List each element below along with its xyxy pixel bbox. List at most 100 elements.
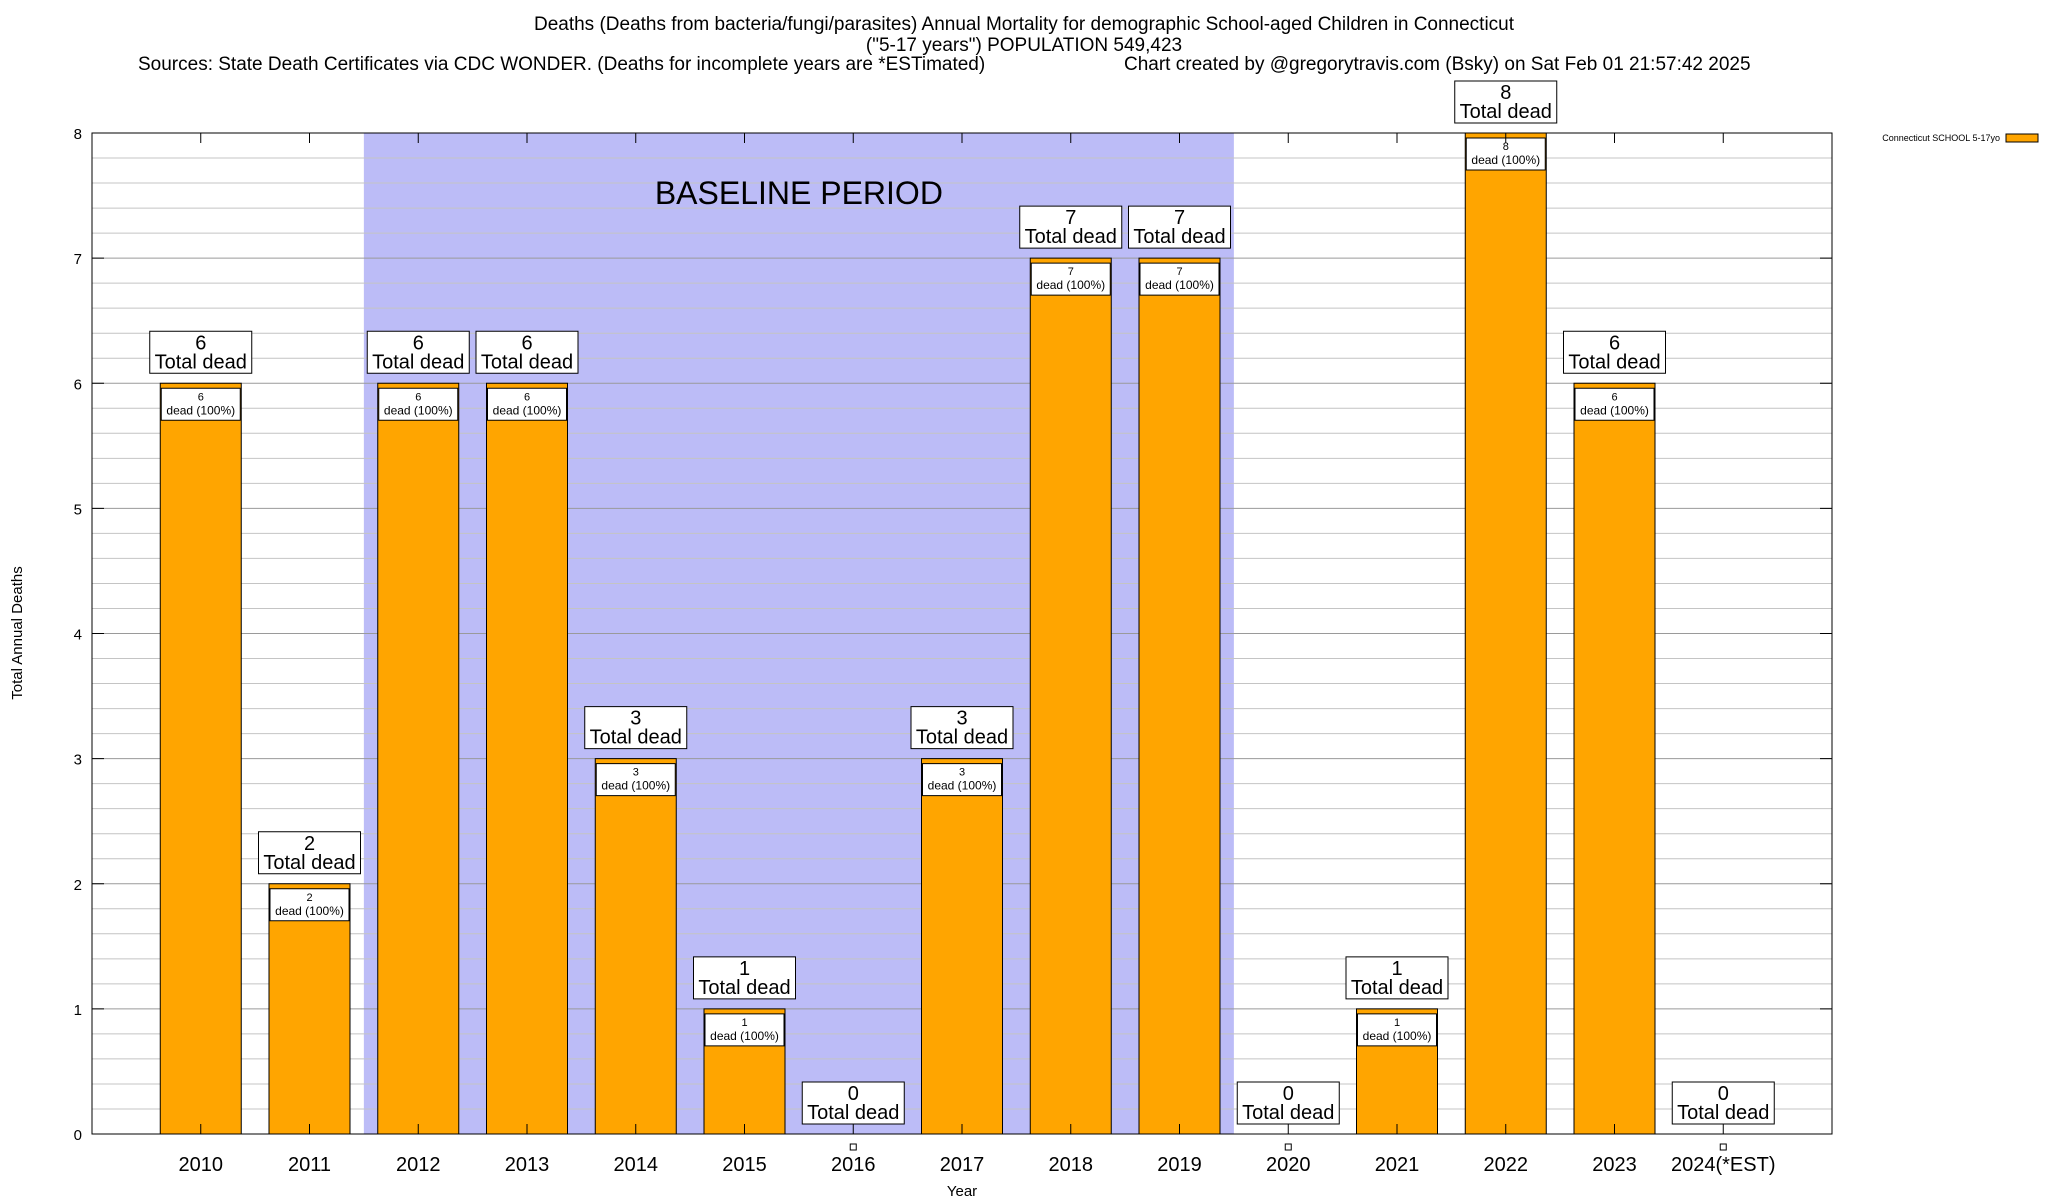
total-value-label: 6 <box>195 332 206 354</box>
bar-inner-label: dead (100%) <box>384 403 453 417</box>
total-dead-label: Total dead <box>590 727 682 749</box>
x-tick-label: 2016 <box>831 1154 876 1176</box>
bar-inner-label-box <box>1357 1013 1437 1047</box>
total-label-box <box>1019 205 1123 249</box>
total-value-label: 1 <box>1391 958 1402 980</box>
total-value-label: 3 <box>630 708 641 730</box>
total-label-box <box>1345 956 1449 1000</box>
total-dead-label: Total dead <box>263 852 355 874</box>
total-dead-label: Total dead <box>1133 226 1225 248</box>
bar-inner-label-box <box>1030 262 1111 296</box>
bar-inner-label-box <box>487 387 567 421</box>
bar-inner-value: 8 <box>1503 141 1509 153</box>
total-label-box <box>258 831 361 875</box>
legend-swatch <box>2005 133 2039 143</box>
x-tick-label: 2019 <box>1157 1154 1202 1176</box>
total-dead-label: Total dead <box>1025 226 1117 248</box>
total-value-label: 3 <box>956 708 967 730</box>
total-value-label: 0 <box>1283 1083 1294 1105</box>
total-dead-label: Total dead <box>807 1102 899 1124</box>
bar-inner-label: dead (100%) <box>1363 1029 1432 1043</box>
bar-inner-label-box <box>1465 137 1546 171</box>
bar-2014 <box>594 758 677 1135</box>
x-tick-label: 2020 <box>1266 1154 1311 1176</box>
bar-inner-label-box <box>269 888 350 922</box>
x-tick-label: 2012 <box>396 1154 441 1176</box>
x-tick-label: 2023 <box>1592 1154 1637 1176</box>
total-dead-label: Total dead <box>1460 101 1552 123</box>
chart-subtitle: ("5-17 years") POPULATION 549,423 <box>865 35 1183 56</box>
bar-inner-value: 1 <box>1394 1017 1400 1029</box>
bar-inner-value: 1 <box>741 1017 747 1029</box>
bar-inner-value: 6 <box>524 391 530 403</box>
bar-2022 <box>1464 132 1547 1135</box>
bar-inner-value: 6 <box>1611 391 1617 403</box>
x-axis-title: Year <box>947 1183 977 1200</box>
x-tick-label: 2014 <box>614 1154 659 1176</box>
x-tick-label: 2018 <box>1049 1154 1094 1176</box>
y-tick-label: 7 <box>74 251 82 268</box>
y-tick-label: 1 <box>74 1002 82 1019</box>
total-value-label: 8 <box>1500 82 1511 104</box>
bar-inner-label: dead (100%) <box>275 904 344 918</box>
total-dead-label: Total dead <box>1568 351 1660 373</box>
bar-inner-label-box <box>1574 387 1655 421</box>
bar-2010 <box>159 382 242 1135</box>
y-tick-label: 4 <box>74 627 82 644</box>
bar-inner-value: 3 <box>633 767 639 779</box>
x-tick-label: 2010 <box>179 1154 224 1176</box>
y-axis-title: Total Annual Deaths <box>9 566 26 699</box>
zero-point-marker <box>849 1143 857 1151</box>
bar-inner-label: dead (100%) <box>166 403 235 417</box>
total-dead-label: Total dead <box>1677 1102 1769 1124</box>
total-dead-label: Total dead <box>916 727 1008 749</box>
total-value-label: 7 <box>1174 207 1185 229</box>
x-tick-label: 2022 <box>1484 1154 1529 1176</box>
total-dead-label: Total dead <box>155 351 247 373</box>
x-tick-label: 2011 <box>288 1154 331 1176</box>
total-label-box <box>801 1081 905 1125</box>
chart-title: Deaths (Deaths from bacteria/fungi/paras… <box>533 14 1515 35</box>
bar-2019 <box>1138 257 1221 1135</box>
total-dead-label: Total dead <box>1242 1102 1334 1124</box>
total-value-label: 6 <box>1609 332 1620 354</box>
chart-credit: Chart created by @gregorytravis.com (Bsk… <box>1124 54 1751 75</box>
bar-inner-label: dead (100%) <box>1580 403 1649 417</box>
bar-inner-value: 2 <box>306 892 312 904</box>
total-value-label: 1 <box>739 958 750 980</box>
bar-inner-label-box <box>160 387 241 421</box>
y-tick-label: 5 <box>74 501 82 518</box>
total-dead-label: Total dead <box>481 351 573 373</box>
x-tick-label: 2013 <box>505 1154 550 1176</box>
bar-inner-label-box <box>704 1013 785 1047</box>
bar-2011 <box>268 883 351 1135</box>
total-value-label: 7 <box>1065 207 1076 229</box>
bar-inner-value: 7 <box>1068 266 1074 278</box>
y-tick-label: 0 <box>74 1127 82 1144</box>
bar-2012 <box>377 382 460 1135</box>
bar-2017 <box>921 758 1003 1135</box>
zero-point-marker <box>1719 1143 1727 1151</box>
bar-inner-label: dead (100%) <box>601 779 670 793</box>
bar-2013 <box>486 382 568 1135</box>
total-dead-label: Total dead <box>698 977 790 999</box>
bar-inner-label-box <box>378 387 459 421</box>
bar-inner-label: dead (100%) <box>1145 278 1214 292</box>
bar-inner-label-box <box>922 763 1002 797</box>
total-value-label: 0 <box>1718 1083 1729 1105</box>
total-value-label: 2 <box>304 833 315 855</box>
total-label-box <box>910 706 1014 750</box>
legend-label: Connecticut SCHOOL 5-17yo <box>1882 133 2000 143</box>
total-label-box <box>1563 330 1666 374</box>
zero-point-marker <box>1284 1143 1292 1151</box>
bar-inner-label: dead (100%) <box>1036 278 1105 292</box>
total-dead-label: Total dead <box>1351 977 1443 999</box>
baseline-period-label: BASELINE PERIOD <box>655 175 943 211</box>
x-tick-label: 2021 <box>1375 1154 1420 1176</box>
total-label-box <box>693 956 796 1000</box>
y-tick-label: 8 <box>74 126 82 143</box>
bar-2023 <box>1573 382 1656 1135</box>
bar-inner-label: dead (100%) <box>928 779 997 793</box>
x-tick-label: 2017 <box>940 1154 985 1176</box>
